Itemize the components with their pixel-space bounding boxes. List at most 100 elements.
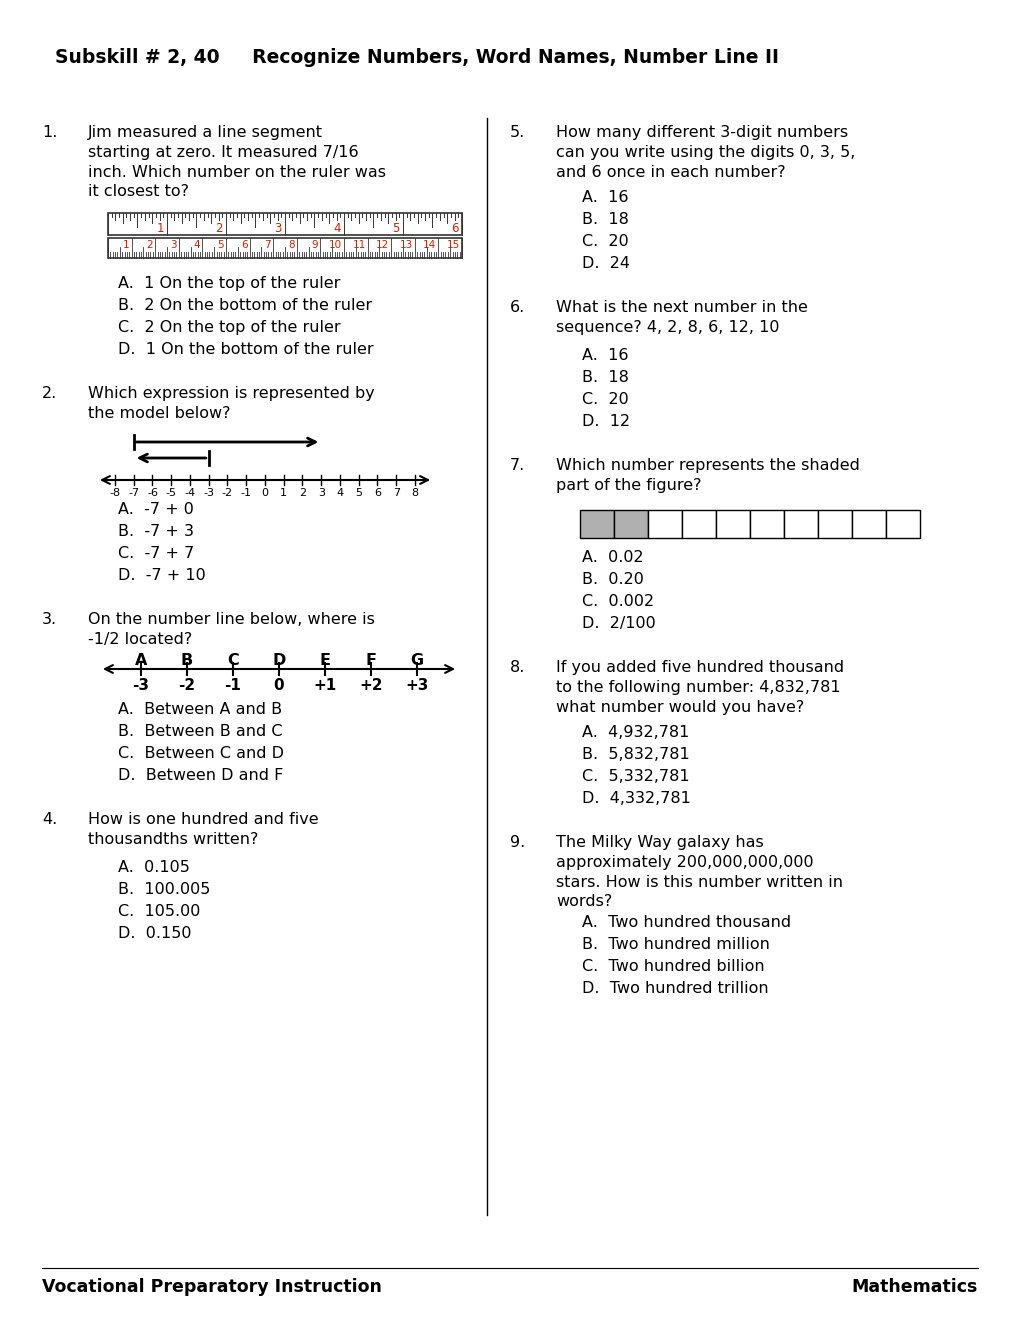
Text: +2: +2 xyxy=(359,678,382,693)
Text: 5: 5 xyxy=(392,222,399,235)
Text: A: A xyxy=(135,653,147,668)
Bar xyxy=(647,510,682,539)
Text: 7: 7 xyxy=(264,240,271,249)
Text: 10: 10 xyxy=(328,240,341,249)
Bar xyxy=(108,213,462,235)
Text: -3: -3 xyxy=(132,678,150,693)
Text: Which expression is represented by
the model below?: Which expression is represented by the m… xyxy=(88,385,374,421)
Bar xyxy=(784,510,817,539)
Bar xyxy=(682,510,715,539)
Text: 1.: 1. xyxy=(42,125,57,140)
Text: F: F xyxy=(365,653,376,668)
Text: B.  2 On the bottom of the ruler: B. 2 On the bottom of the ruler xyxy=(118,298,372,313)
Text: B.  5,832,781: B. 5,832,781 xyxy=(582,747,689,762)
Bar xyxy=(749,510,784,539)
Text: B.  Two hundred million: B. Two hundred million xyxy=(582,937,769,952)
Bar xyxy=(886,510,919,539)
Text: 0: 0 xyxy=(273,678,284,693)
Text: B.  0.20: B. 0.20 xyxy=(582,572,643,587)
Text: B.  -7 + 3: B. -7 + 3 xyxy=(118,524,194,539)
Text: A.  4,932,781: A. 4,932,781 xyxy=(582,725,689,741)
Text: D.  2/100: D. 2/100 xyxy=(582,616,655,631)
Text: 5.: 5. xyxy=(510,125,525,140)
Text: 1: 1 xyxy=(123,240,129,249)
Text: D.  1 On the bottom of the ruler: D. 1 On the bottom of the ruler xyxy=(118,342,373,356)
Text: -1: -1 xyxy=(240,488,252,498)
Bar xyxy=(851,510,886,539)
Text: -2: -2 xyxy=(178,678,196,693)
Text: 2.: 2. xyxy=(42,385,57,401)
Text: C.  20: C. 20 xyxy=(582,234,628,249)
Text: A.  16: A. 16 xyxy=(582,190,628,205)
Bar xyxy=(715,510,749,539)
Text: Which number represents the shaded
part of the figure?: Which number represents the shaded part … xyxy=(555,458,859,492)
Text: 3.: 3. xyxy=(42,612,57,627)
Text: 2: 2 xyxy=(299,488,306,498)
Text: If you added five hundred thousand
to the following number: 4,832,781
what numbe: If you added five hundred thousand to th… xyxy=(555,660,844,714)
Text: -7: -7 xyxy=(128,488,140,498)
Text: C.  20: C. 20 xyxy=(582,392,628,407)
Text: -4: -4 xyxy=(184,488,196,498)
Text: C.  Two hundred billion: C. Two hundred billion xyxy=(582,960,764,974)
Text: 13: 13 xyxy=(399,240,413,249)
Text: D.  0.150: D. 0.150 xyxy=(118,927,192,941)
Text: D.  Two hundred trillion: D. Two hundred trillion xyxy=(582,981,768,997)
Text: -8: -8 xyxy=(109,488,120,498)
Text: D: D xyxy=(272,653,285,668)
Text: C.  105.00: C. 105.00 xyxy=(118,904,200,919)
Text: D.  4,332,781: D. 4,332,781 xyxy=(582,791,690,807)
Text: C.  Between C and D: C. Between C and D xyxy=(118,746,283,762)
Text: -5: -5 xyxy=(165,488,176,498)
Text: A.  0.02: A. 0.02 xyxy=(582,550,643,565)
Bar xyxy=(580,510,613,539)
Text: 9: 9 xyxy=(312,240,318,249)
Text: C: C xyxy=(227,653,238,668)
Text: B: B xyxy=(180,653,193,668)
Text: 5: 5 xyxy=(355,488,362,498)
Text: E: E xyxy=(319,653,330,668)
Text: 1: 1 xyxy=(280,488,287,498)
Text: A.  0.105: A. 0.105 xyxy=(118,861,190,875)
Text: -3: -3 xyxy=(203,488,214,498)
Text: 2: 2 xyxy=(215,222,223,235)
Text: C.  5,332,781: C. 5,332,781 xyxy=(582,770,689,784)
Text: A.  1 On the top of the ruler: A. 1 On the top of the ruler xyxy=(118,276,340,290)
Text: 8.: 8. xyxy=(510,660,525,675)
Text: D.  -7 + 10: D. -7 + 10 xyxy=(118,568,206,583)
Text: 14: 14 xyxy=(423,240,436,249)
Text: -1: -1 xyxy=(224,678,242,693)
Text: 6: 6 xyxy=(240,240,248,249)
Text: D.  Between D and F: D. Between D and F xyxy=(118,768,283,783)
Text: A.  16: A. 16 xyxy=(582,348,628,363)
Text: +1: +1 xyxy=(313,678,336,693)
Text: 3: 3 xyxy=(274,222,281,235)
Text: B.  100.005: B. 100.005 xyxy=(118,882,210,898)
Text: 0: 0 xyxy=(261,488,268,498)
Text: 11: 11 xyxy=(352,240,365,249)
Text: D.  24: D. 24 xyxy=(582,256,630,271)
Text: -2: -2 xyxy=(222,488,232,498)
Text: C.  -7 + 7: C. -7 + 7 xyxy=(118,546,194,561)
Text: 3: 3 xyxy=(318,488,324,498)
Text: -6: -6 xyxy=(147,488,158,498)
Bar xyxy=(613,510,647,539)
Text: Vocational Preparatory Instruction: Vocational Preparatory Instruction xyxy=(42,1278,381,1296)
Text: 1: 1 xyxy=(156,222,164,235)
Text: 4.: 4. xyxy=(42,812,57,828)
Text: D.  12: D. 12 xyxy=(582,414,630,429)
Bar xyxy=(108,238,462,257)
Text: C.  0.002: C. 0.002 xyxy=(582,594,653,609)
Text: A.  -7 + 0: A. -7 + 0 xyxy=(118,502,194,517)
Text: B.  18: B. 18 xyxy=(582,370,629,385)
Text: 8: 8 xyxy=(411,488,418,498)
Text: A.  Between A and B: A. Between A and B xyxy=(118,702,282,717)
Text: 7.: 7. xyxy=(510,458,525,473)
Text: 6: 6 xyxy=(451,222,459,235)
Text: 7: 7 xyxy=(392,488,399,498)
Text: 3: 3 xyxy=(170,240,176,249)
Text: Mathematics: Mathematics xyxy=(851,1278,977,1296)
Text: What is the next number in the
sequence? 4, 2, 8, 6, 12, 10: What is the next number in the sequence?… xyxy=(555,300,807,335)
Text: 6: 6 xyxy=(374,488,381,498)
Text: The Milky Way galaxy has
approximately 200,000,000,000
stars. How is this number: The Milky Way galaxy has approximately 2… xyxy=(555,836,842,909)
Text: Subskill # 2, 40     Recognize Numbers, Word Names, Number Line II: Subskill # 2, 40 Recognize Numbers, Word… xyxy=(55,48,779,67)
